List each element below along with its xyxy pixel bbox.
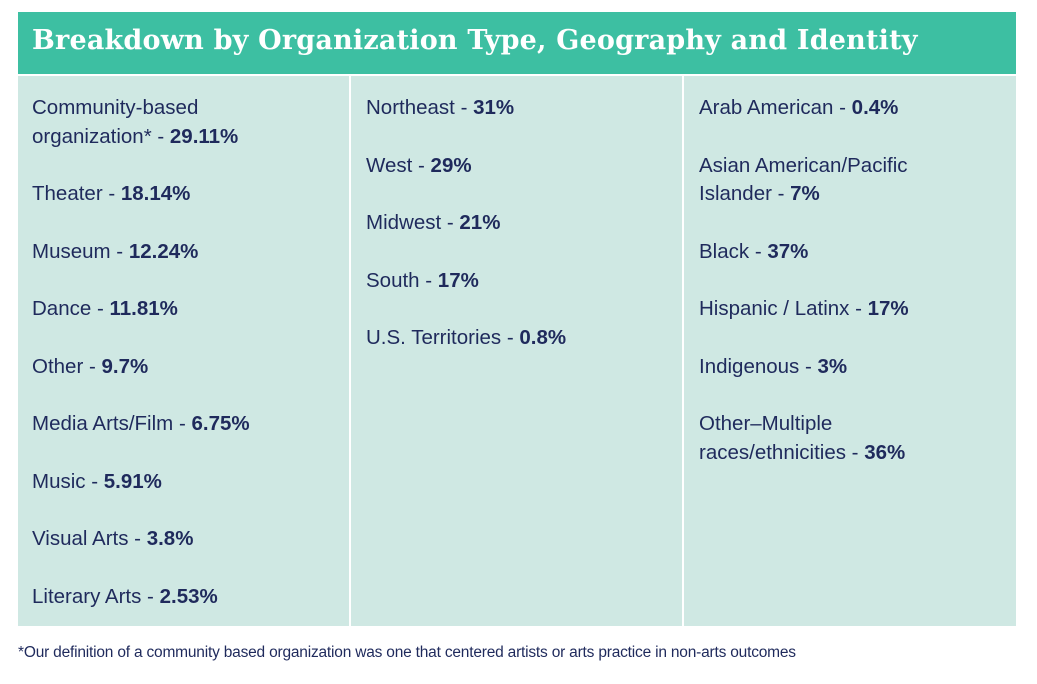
list-item: Black - 37% — [699, 239, 809, 263]
list-item: U.S. Territories - 0.8% — [366, 326, 567, 349]
list-item: Media Arts/Film - 6.75% — [32, 412, 250, 435]
list-item: Indigenous - 3% — [699, 354, 848, 378]
list-item: Hispanic / Latinx - 17% — [699, 297, 909, 320]
table-columns: Community-based organization* - 29.11% T… — [18, 76, 1016, 626]
breakdown-table: Breakdown by Organization Type, Geograph… — [18, 12, 1016, 626]
list-item: Other–Multiple races/ethnicities - 36% — [699, 412, 906, 464]
list-item: Community-based organization* - 29.11% — [32, 96, 239, 148]
list-item: Other - 9.7% — [32, 354, 149, 378]
list-item: South - 17% — [366, 268, 479, 292]
list-item: Museum - 12.24% — [32, 239, 199, 263]
identity-column: Arab American - 0.4% Asian American/Paci… — [682, 76, 1016, 626]
list-item: Northeast - 31% — [366, 96, 515, 119]
geography-column: Northeast - 31% West - 29% Midwest - 21%… — [349, 76, 682, 626]
list-item: Dance - 11.81% — [32, 297, 178, 320]
list-item: Arab American - 0.4% — [699, 96, 899, 119]
list-item: Midwest - 21% — [366, 211, 501, 234]
footnote: *Our definition of a community based org… — [18, 644, 796, 661]
list-item: Music - 5.91% — [32, 469, 162, 493]
list-item: Theater - 18.14% — [32, 182, 191, 205]
table-title: Breakdown by Organization Type, Geograph… — [32, 25, 918, 56]
organization-type-column: Community-based organization* - 29.11% T… — [18, 76, 349, 626]
list-item: Asian American/Pacific Islander - 7% — [699, 153, 908, 206]
list-item: West - 29% — [366, 153, 472, 177]
table-header: Breakdown by Organization Type, Geograph… — [18, 12, 1016, 76]
list-item: Literary Arts - 2.53% — [32, 584, 218, 608]
list-item: Visual Arts - 3.8% — [32, 527, 194, 550]
